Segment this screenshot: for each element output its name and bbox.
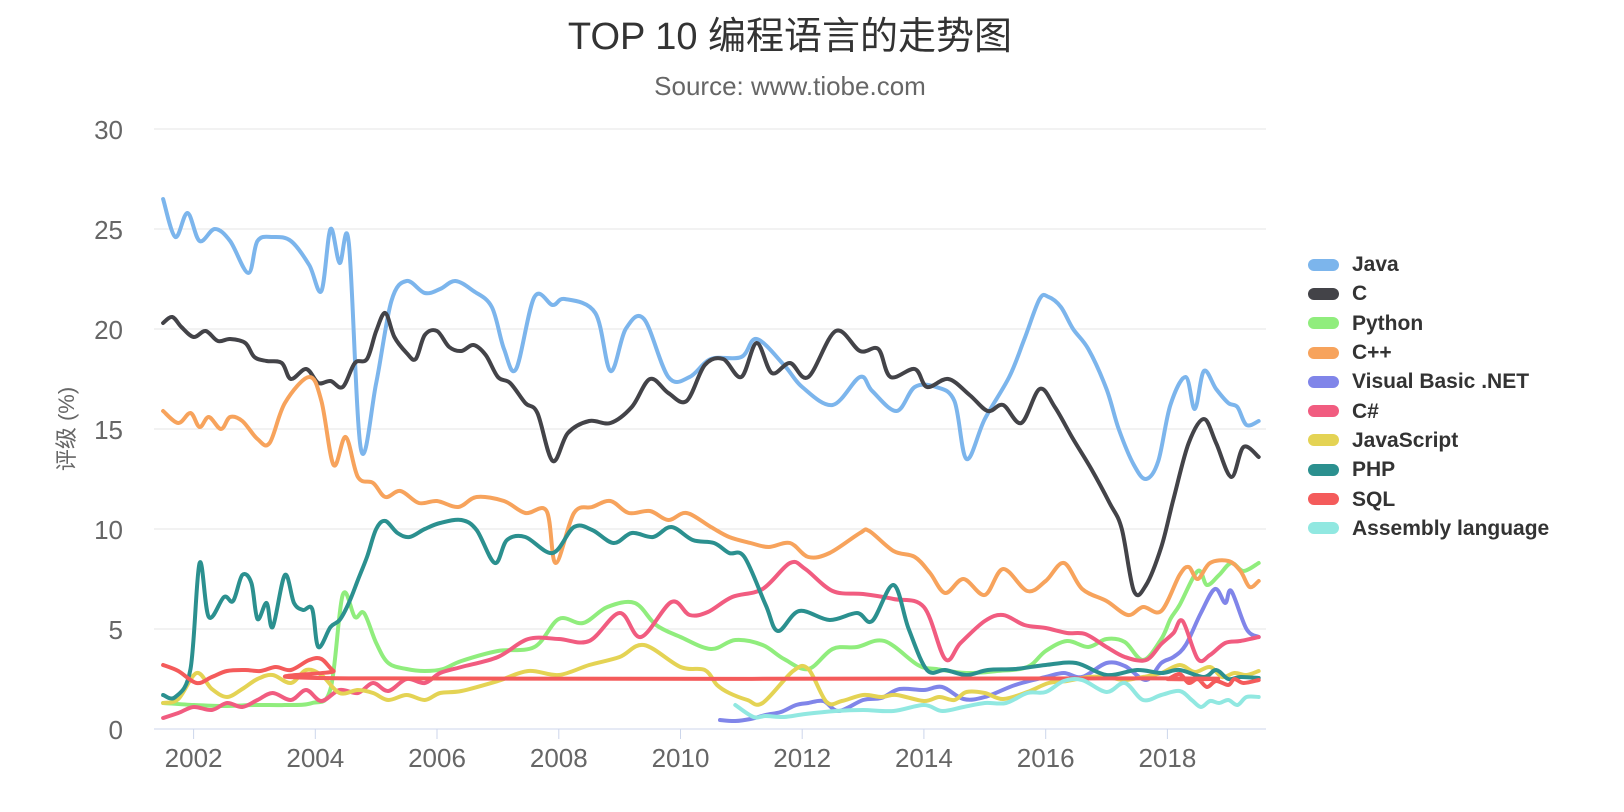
legend-swatch-javascript	[1308, 434, 1339, 447]
chart-subtitle: Source: www.tiobe.com	[654, 71, 926, 101]
series-line-sql	[161, 656, 1261, 689]
y-axis-label: 30	[94, 115, 123, 145]
y-axis-label: 10	[94, 515, 123, 545]
legend-swatch-c	[1308, 287, 1339, 300]
legend-swatch-csharp	[1308, 405, 1339, 418]
x-axis-label: 2006	[408, 743, 466, 773]
y-axis-label: 5	[109, 615, 123, 645]
legend-swatch-python	[1308, 317, 1339, 330]
legend-item-visual-basic-net[interactable]: Visual Basic .NET	[1308, 367, 1549, 396]
series-line-php	[161, 517, 1261, 701]
legend-label: Java	[1352, 253, 1399, 277]
legend-item-javascript[interactable]: JavaScript	[1308, 426, 1549, 455]
legend-label: JavaScript	[1352, 428, 1459, 452]
series-line-assembly-language	[733, 676, 1261, 720]
legend-label: Python	[1352, 311, 1424, 335]
x-axis-label: 2014	[895, 743, 953, 773]
series-line-visual-basic-net	[718, 586, 1261, 724]
y-axis-label: 25	[94, 215, 123, 245]
y-axis-label: 20	[94, 315, 123, 345]
x-axis-label: 2012	[773, 743, 831, 773]
legend-label: Visual Basic .NET	[1352, 370, 1530, 394]
legend-label: C++	[1352, 341, 1392, 365]
legend-item-assembly-language[interactable]: Assembly language	[1308, 514, 1549, 543]
chart-title: TOP 10 编程语言的走势图	[567, 16, 1013, 58]
legend-item-php[interactable]: PHP	[1308, 455, 1549, 484]
y-axis-label: 0	[109, 715, 123, 745]
legend-swatch-php	[1308, 463, 1339, 476]
y-axis-label: 15	[94, 415, 123, 445]
legend-label: C	[1352, 282, 1368, 306]
series-line-cplusplus	[161, 375, 1261, 618]
x-axis-label: 2016	[1017, 743, 1075, 773]
legend-label: PHP	[1352, 458, 1396, 482]
legend-item-csharp[interactable]: C#	[1308, 396, 1549, 425]
x-axis-label: 2018	[1138, 743, 1196, 773]
legend: Java C Python C++ Visual Basic .NET C# JavaScr…	[1308, 250, 1549, 543]
series-line-csharp	[161, 559, 1261, 720]
legend-item-sql[interactable]: SQL	[1308, 484, 1549, 513]
legend-swatch-sql	[1308, 493, 1339, 506]
x-axis-label: 2010	[652, 743, 710, 773]
series-line-java	[161, 197, 1261, 482]
legend-label: SQL	[1352, 487, 1396, 511]
legend-label: Assembly language	[1352, 516, 1550, 540]
legend-label: C#	[1352, 399, 1379, 423]
legend-item-python[interactable]: Python	[1308, 309, 1549, 338]
x-axis-label: 2004	[286, 743, 344, 773]
x-axis-label: 2002	[165, 743, 223, 773]
legend-item-java[interactable]: Java	[1308, 250, 1549, 279]
legend-swatch-java	[1308, 258, 1339, 271]
legend-swatch-assembly-language	[1308, 522, 1339, 535]
legend-swatch-visual-basic-net	[1308, 375, 1339, 388]
x-axis-label: 2008	[530, 743, 588, 773]
legend-swatch-cplusplus	[1308, 346, 1339, 359]
legend-item-cplusplus[interactable]: C++	[1308, 338, 1549, 367]
series-line-c	[161, 311, 1261, 598]
legend-item-c[interactable]: C	[1308, 279, 1549, 308]
